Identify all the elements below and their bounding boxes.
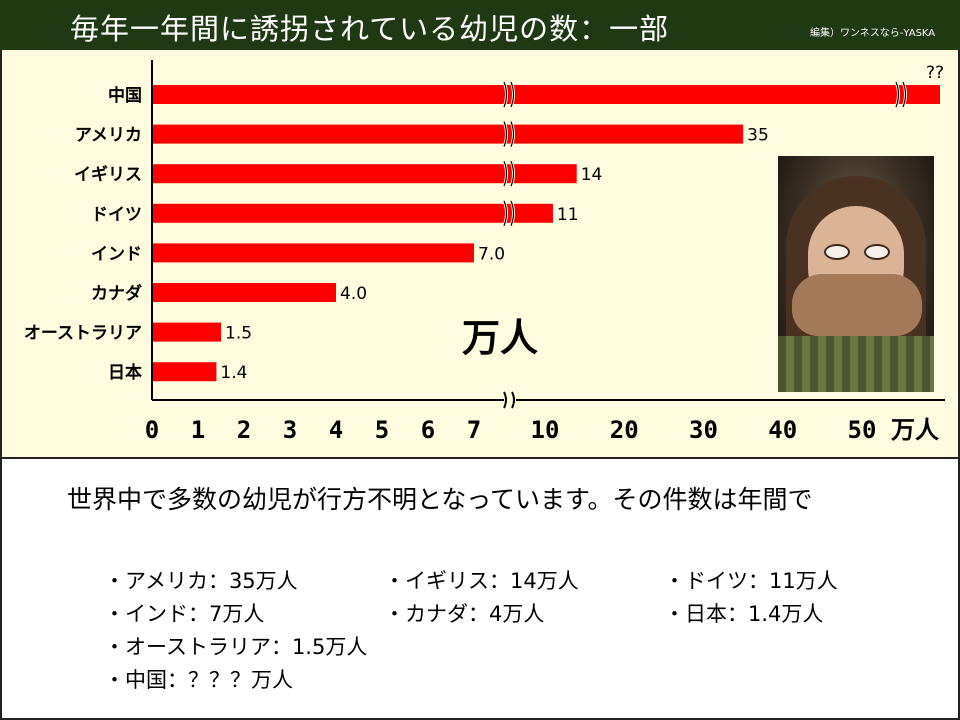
x-tick-label: 0 [145,416,159,444]
child-photo [778,156,934,392]
bullet-item: ・中国：？？？万人 [104,668,293,692]
bar [153,164,577,184]
category-label: 中国 [108,85,142,106]
bullet-item: ・イギリス：14万人 [384,569,579,593]
bullet-item: ・アメリカ：35万人 [104,569,298,593]
category-label: ドイツ [91,205,142,225]
bar [153,322,221,342]
bullet-item: ・オーストラリア：1.5万人 [104,635,368,659]
bullet-item: ・日本：1.4万人 [664,602,824,626]
bar [153,283,336,302]
bullet-item: ・ドイツ：11万人 [664,569,838,593]
x-tick-label: 20 [610,416,639,444]
data-label: 14 [581,165,603,185]
bar-break-outline [503,81,515,108]
credit-text: 編集）ワンネスなら-YASKA [810,28,936,39]
category-label: オーストラリア [24,324,142,344]
data-label: 35 [747,126,769,146]
category-label: 日本 [108,362,142,383]
page-title: 毎年一年間に誘拐されている幼児の数：一部 [70,12,670,46]
bar-chart: 0 1 2 3 4 5 6 7 10 20 30 40 50 万人 中国?? アメリカ 35 イギリス 14 ドイツ 1… [24,60,945,444]
x-tick-label: 3 [283,416,297,444]
bullet-item: ・カナダ：4万人 [384,602,545,626]
bar-break-outline [895,81,907,108]
category-label: アメリカ [75,126,142,146]
data-label: 1.5 [225,324,252,344]
data-label: 7.0 [478,244,505,264]
axis-break-mark [503,391,515,409]
x-tick-label: 4 [329,416,343,444]
intro-paragraph: 世界中で多数の幼児が行方不明となっています。その件数は年間で [67,485,813,514]
bar [153,124,744,144]
bullet-item: ・インド：7万人 [104,602,265,626]
x-tick-label: 2 [237,416,251,444]
bar-break-outline [503,121,515,147]
x-unit-label: 万人 [891,416,939,444]
bar [153,85,940,104]
x-tick-label: 10 [531,416,560,444]
category-label: カナダ [91,283,142,304]
x-tick-label: 6 [421,416,435,444]
bar [153,243,474,263]
bar-break-outline [503,160,515,187]
category-label: インド [91,244,142,264]
data-label: ?? [926,63,944,83]
x-tick-label: 5 [375,416,389,444]
bar-break-outline [503,200,515,227]
bar [153,362,217,382]
unit-label-large: 万人 [462,316,539,360]
bar [153,203,553,223]
x-tick-label: 7 [467,416,481,444]
x-tick-label: 1 [191,416,205,444]
title-bar: 毎年一年間に誘拐されている幼児の数：一部 編集）ワンネスなら-YASKA [0,0,960,52]
x-tick-label: 30 [689,416,718,444]
category-label: イギリス [74,165,142,185]
data-label: 4.0 [340,284,367,304]
x-tick-label: 50 [848,416,877,444]
text-section: 世界中で多数の幼児が行方不明となっています。その件数は年間で ・アメリカ：35万… [0,457,960,720]
x-tick-label: 40 [768,416,797,444]
data-label: 1.4 [220,363,247,383]
data-label: 11 [557,205,579,225]
